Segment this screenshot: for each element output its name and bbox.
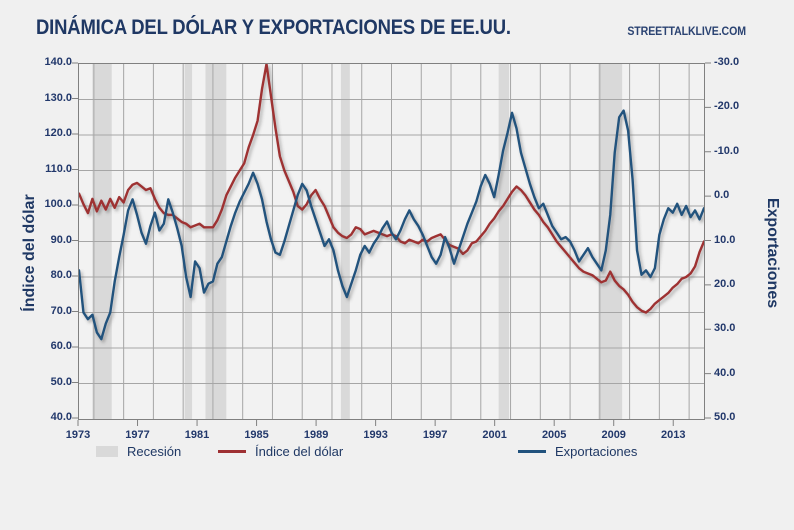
x-tick-label: 1985 (244, 429, 269, 441)
page-title: DINÁMICA DEL DÓLAR Y EXPORTACIONES DE EE… (36, 16, 511, 39)
x-tick-label: 1981 (184, 429, 210, 441)
x-tick-label: 1997 (422, 429, 448, 441)
y-right-tick-label: -10.0 (714, 144, 740, 157)
y-left-tick-label: 70.0 (50, 304, 72, 317)
y-left-tick-label: 110.0 (45, 162, 72, 175)
y-right-tick-label: 10.0 (714, 233, 736, 246)
y-left-tick-label: 90.0 (50, 233, 72, 246)
legend-item-exports: Exportaciones (518, 444, 637, 459)
x-tick-label: 1977 (125, 429, 150, 441)
y-left-tick-label: 60.0 (50, 340, 72, 352)
chart-canvas (79, 64, 704, 419)
y-right-tick-label: 20.0 (714, 277, 736, 290)
x-tick-label: 1993 (363, 429, 388, 441)
y-left-tick-label: 40.0 (50, 411, 72, 423)
y-left-tick-label: 120.0 (44, 127, 72, 139)
chart-legend: Recesión Índice del dólar Exportaciones (78, 444, 705, 466)
y-left-tick-label: 100.0 (44, 198, 72, 210)
plot-area (78, 63, 705, 420)
x-tick-label: 1973 (65, 429, 91, 441)
x-tick-label: 2005 (541, 429, 567, 441)
y-right-tick-label: 30.0 (714, 322, 736, 335)
legend-item-dollar: Índice del dólar (218, 444, 343, 459)
y-right-tick-label: -20.0 (714, 100, 740, 113)
data-series (79, 64, 704, 341)
legend-item-recession: Recesión (96, 444, 181, 459)
y-right-tick-label: 40.0 (714, 366, 736, 379)
legend-label-exports: Exportaciones (555, 444, 638, 459)
x-tick-label: 2009 (601, 429, 626, 441)
exports-line-swatch-icon (518, 450, 546, 453)
x-tick-label: 1989 (303, 429, 329, 441)
y-left-tick-label: 140.0 (44, 56, 72, 68)
y-axis-right-title: Exportaciones (764, 197, 781, 309)
y-right-tick-label: 50.0 (714, 411, 736, 423)
y-right-tick-label: -30.0 (714, 56, 740, 68)
y-left-tick-label: 130.0 (44, 91, 72, 104)
brand-watermark: STREETTALKLIVE.COM (627, 26, 746, 38)
y-axis-left-title: Índice del dólar (21, 194, 38, 312)
y-right-tick-label: 0.0 (714, 189, 730, 202)
x-tick-label: 2001 (482, 429, 507, 441)
recession-swatch-icon (96, 446, 118, 457)
y-left-tick-label: 50.0 (50, 375, 72, 388)
dollar-line-swatch-icon (218, 450, 246, 453)
legend-label-dollar: Índice del dólar (255, 444, 344, 459)
y-left-tick-label: 80.0 (50, 269, 72, 281)
x-tick-label: 2013 (660, 429, 686, 441)
legend-label-recession: Recesión (127, 444, 182, 459)
